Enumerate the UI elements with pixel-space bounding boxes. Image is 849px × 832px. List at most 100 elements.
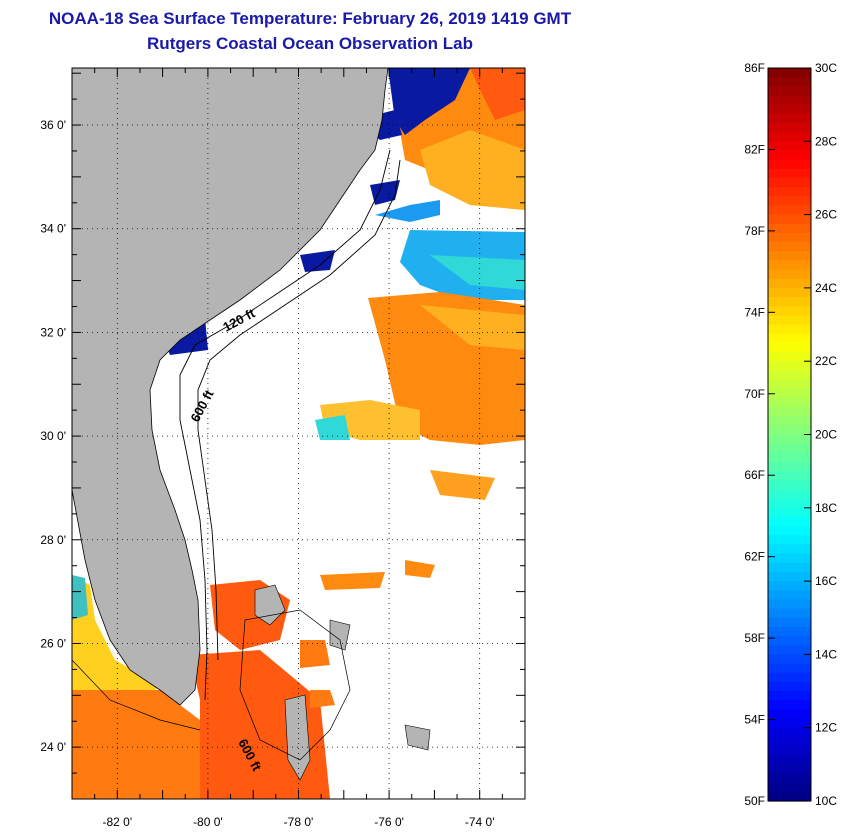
sst-patch-small-2 [310, 690, 335, 708]
lon-tick-label: -74 0' [465, 815, 495, 829]
colorbar-band [768, 324, 811, 335]
colorbar-band [768, 205, 811, 216]
colorbar-band [768, 141, 811, 152]
colorbar-band [768, 452, 811, 463]
sst-data-layer [72, 68, 525, 799]
sst-patch-gulf-teal [72, 575, 88, 620]
map-area[interactable]: 120 ft 600 ft 600 ft [72, 68, 525, 799]
colorbar-band [768, 489, 811, 500]
colorbar-band [768, 590, 811, 601]
lat-tick-label: 28 0' [40, 533, 66, 547]
map-axis-ticks [71, 68, 526, 800]
colorbar-band [768, 122, 811, 133]
colorbar-band [768, 553, 811, 564]
colorbar-band [768, 214, 811, 225]
contour-120ft [179, 149, 391, 701]
colorbar-band [768, 700, 811, 710]
colorbar-band [768, 617, 811, 628]
colorbar-c-label: 30C [815, 61, 837, 75]
colorbar-band [768, 333, 811, 344]
colorbar-f-label: 70F [744, 387, 765, 401]
lat-tick-label: 30 0' [40, 429, 66, 443]
colorbar-band [768, 260, 811, 271]
colorbar-c-label: 10C [815, 794, 837, 808]
sst-patch-bahamas-north [320, 572, 385, 590]
sst-patch-small-orange [430, 470, 495, 500]
colorbar-band [768, 654, 811, 665]
sst-patch-bahamas-bank [300, 640, 330, 668]
colorbar-band [768, 232, 811, 243]
colorbar-band [768, 535, 811, 546]
colorbar-band [768, 507, 811, 518]
colorbar-band [768, 755, 811, 765]
colorbar-band [768, 480, 811, 491]
sst-patch-north-hot [470, 68, 525, 120]
colorbar-band [768, 342, 811, 353]
colorbar-band [768, 471, 811, 481]
lon-tick-label: -76 0' [374, 815, 404, 829]
colorbar-c-label: 24C [815, 281, 837, 295]
sst-patch-teal-mid [315, 415, 350, 440]
lon-tick-label: -82 0' [102, 815, 132, 829]
colorbar-band [768, 68, 811, 78]
land-abaco [329, 619, 351, 651]
map-gridlines [72, 68, 525, 799]
colorbar-bands [768, 68, 811, 802]
colorbar-band [768, 709, 811, 720]
colorbar-band [768, 526, 811, 536]
colorbar-band [768, 95, 811, 106]
colorbar-c-label: 28C [815, 134, 837, 148]
colorbar-band [768, 397, 811, 408]
lat-tick-label: 26 0' [40, 636, 66, 650]
colorbar-band [768, 315, 811, 326]
colorbar-band [768, 425, 811, 436]
colorbar-c-label: 22C [815, 354, 837, 368]
colorbar-band [768, 691, 811, 701]
colorbar-band [768, 269, 811, 280]
lat-tick-label: 24 0' [40, 740, 66, 754]
colorbar-f-label: 78F [744, 224, 765, 238]
colorbar-band [768, 361, 811, 371]
colorbar-band [768, 681, 811, 692]
colorbar-band [768, 388, 811, 399]
colorbar-fahrenheit-labels: 86F 82F 78F 74F 70F 66F 62F 58F 54F 50F [744, 61, 775, 808]
colorbar-band [768, 242, 811, 252]
lon-tick-label: -78 0' [284, 815, 314, 829]
colorbar-band [768, 461, 811, 472]
colorbar-band [768, 516, 811, 527]
sst-patch-cool-band [375, 200, 440, 222]
colorbar-band [768, 562, 811, 573]
colorbar-band [768, 626, 811, 637]
colorbar-band [768, 159, 811, 170]
colorbar-f-label: 74F [744, 305, 765, 319]
colorbar-band [768, 104, 811, 115]
colorbar-band [768, 379, 811, 390]
colorbar-band [768, 571, 811, 582]
colorbar-c-label: 14C [815, 647, 837, 661]
colorbar-band [768, 86, 811, 97]
colorbar-band [768, 718, 811, 729]
colorbar-band [768, 251, 811, 262]
colorbar-band [768, 544, 811, 555]
colorbar-band [768, 223, 811, 234]
colorbar-band [768, 434, 811, 445]
colorbar-band [768, 645, 811, 655]
colorbar-band [768, 782, 811, 793]
colorbar-band [768, 599, 811, 610]
colorbar-band [768, 150, 811, 161]
colorbar-band [768, 498, 811, 509]
colorbar-band [768, 187, 811, 197]
map-subtitle: Rutgers Coastal Ocean Observation Lab [147, 34, 473, 53]
colorbar-band [768, 287, 811, 298]
colorbar-band [768, 791, 811, 802]
colorbar-f-label: 58F [744, 631, 765, 645]
sst-patch-east-yellow [420, 305, 525, 350]
colorbar: 86F 82F 78F 74F 70F 66F 62F 58F 54F 50F 30C 28C 26C… [744, 61, 837, 808]
sst-patch-gulf-yellow [72, 575, 160, 700]
colorbar-celsius-labels: 30C 28C 26C 24C 22C 20C 18C 16C 14C 12C 10C [804, 61, 837, 808]
map-title: NOAA-18 Sea Surface Temperature: Februar… [48, 9, 572, 28]
colorbar-f-label: 66F [744, 468, 765, 482]
sst-patch-north-cold [388, 68, 470, 135]
colorbar-band [768, 352, 811, 362]
